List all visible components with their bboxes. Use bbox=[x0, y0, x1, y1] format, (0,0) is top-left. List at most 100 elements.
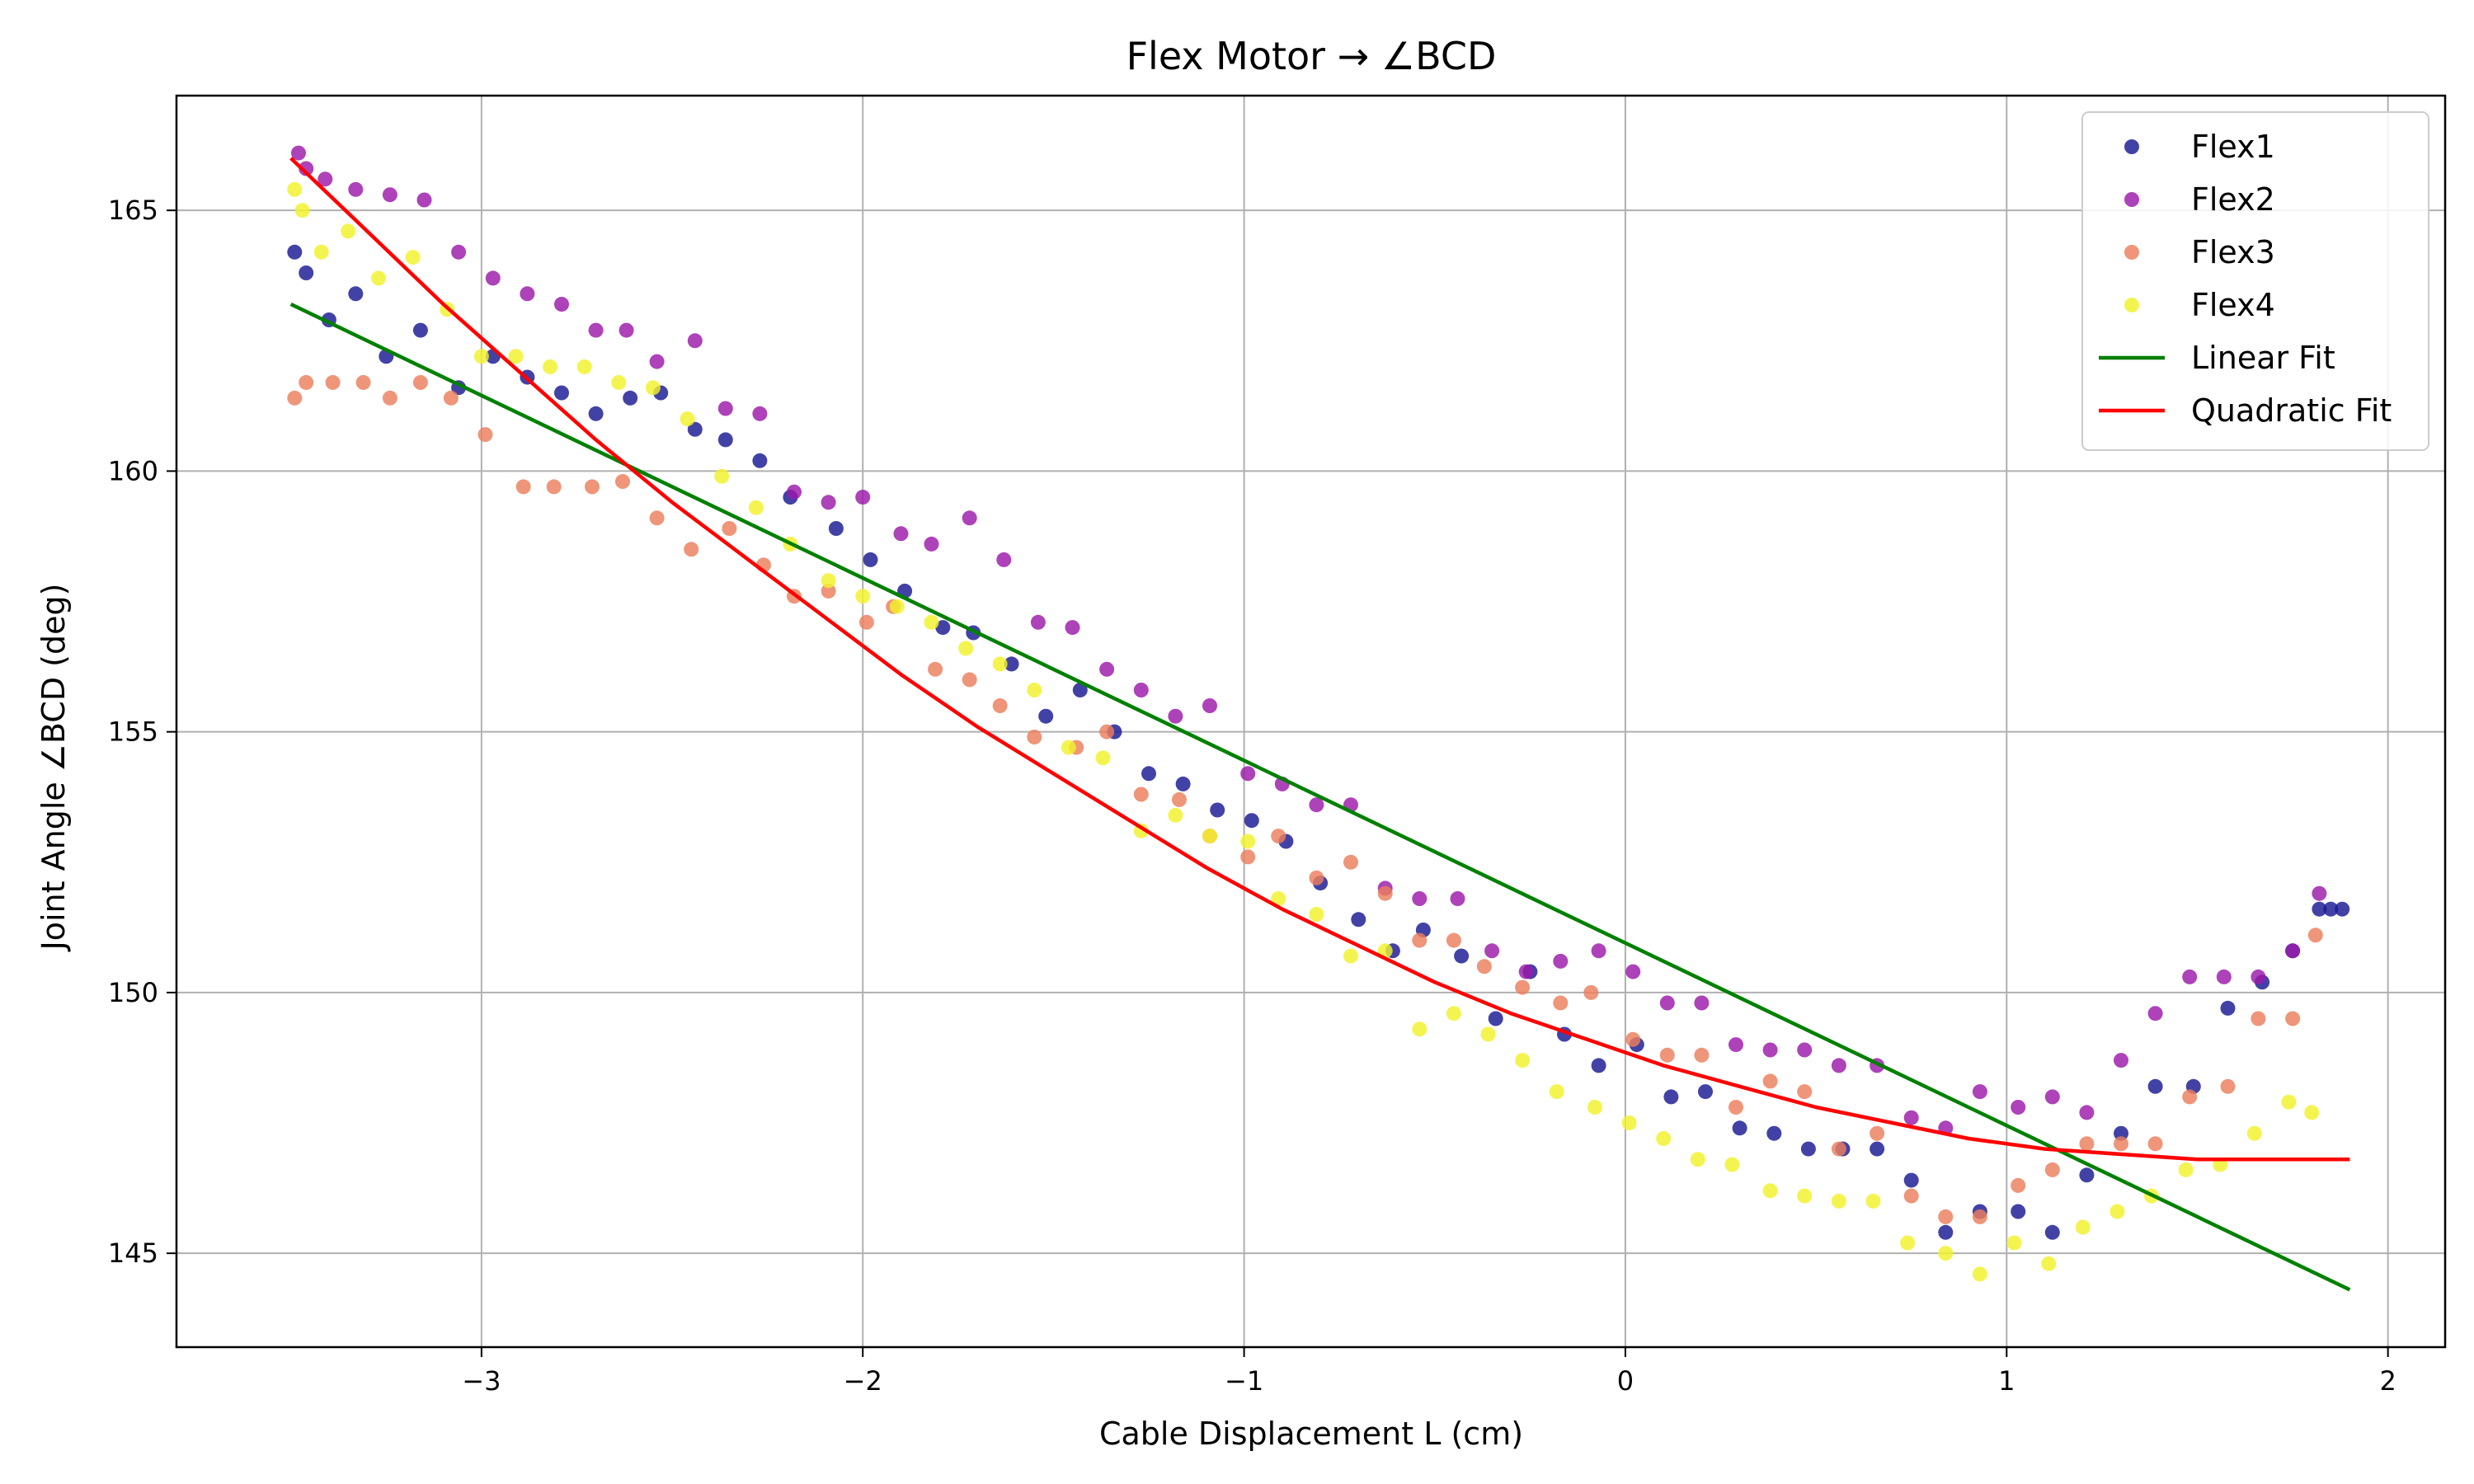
flex1-point bbox=[1663, 1089, 1679, 1105]
legend-marker-flex4 bbox=[2124, 298, 2139, 312]
flex1-point bbox=[1938, 1224, 1954, 1240]
flex3-point bbox=[2011, 1177, 2026, 1193]
flex3-point bbox=[1271, 829, 1286, 844]
legend-label-flex3: Flex3 bbox=[2191, 234, 2275, 270]
flex2-point bbox=[752, 406, 768, 421]
flex1-point bbox=[1038, 708, 1054, 724]
flex2-point bbox=[1694, 995, 1710, 1011]
flex1-point bbox=[717, 432, 733, 448]
flex4-point bbox=[1690, 1152, 1705, 1167]
flex1-point bbox=[1698, 1084, 1713, 1100]
flex4-point bbox=[1621, 1115, 1637, 1130]
flex3-point bbox=[2220, 1078, 2236, 1094]
flex3-point bbox=[1133, 787, 1149, 802]
flex1-point bbox=[588, 406, 604, 421]
flex2-point bbox=[299, 161, 314, 176]
flex4-point bbox=[2109, 1204, 2125, 1219]
flex2-point bbox=[416, 192, 432, 208]
flex2-point bbox=[1797, 1042, 1813, 1058]
legend-label-flex1: Flex1 bbox=[2191, 129, 2275, 165]
flex2-point bbox=[821, 495, 836, 510]
x-tick-label: 1 bbox=[1998, 1365, 2015, 1397]
flex3-point bbox=[962, 672, 977, 688]
flex4-point bbox=[508, 349, 524, 364]
flex3-point bbox=[1694, 1047, 1710, 1063]
flex3-point bbox=[443, 390, 459, 406]
flex2-point bbox=[893, 526, 909, 542]
flex2-point bbox=[1518, 964, 1534, 979]
flex4-point bbox=[2178, 1162, 2194, 1177]
flex3-point bbox=[928, 661, 943, 677]
flex1-point bbox=[412, 322, 428, 338]
flex3-point bbox=[1583, 984, 1599, 1000]
flex3-point bbox=[2079, 1136, 2095, 1152]
flex3-point bbox=[1446, 932, 1461, 948]
flex2-point bbox=[2147, 1006, 2163, 1021]
flex1-point bbox=[2114, 1125, 2128, 1141]
axis-ticks: −3 −2 −1 0 1 2 145 150 155 160 165 bbox=[108, 195, 2396, 1397]
flex4-point bbox=[1865, 1193, 1881, 1209]
x-axis-label: Cable Displacement L (cm) bbox=[1099, 1416, 1523, 1452]
flex2-point bbox=[2216, 969, 2232, 984]
flex2-point bbox=[1484, 943, 1500, 959]
flex1-point bbox=[752, 453, 768, 468]
flex1-point bbox=[1732, 1120, 1747, 1136]
flex2-point bbox=[554, 297, 569, 312]
flex1-point bbox=[2312, 901, 2327, 917]
flex1-point bbox=[623, 390, 638, 406]
x-tick-label: −1 bbox=[1225, 1365, 1263, 1397]
flex4-point bbox=[1762, 1183, 1778, 1199]
x-tick-label: 0 bbox=[1617, 1365, 1634, 1397]
flex1-point bbox=[1454, 948, 1470, 964]
flex3-point bbox=[382, 390, 397, 406]
y-tick-label: 150 bbox=[108, 977, 158, 1008]
flex2-point bbox=[1099, 661, 1115, 677]
flex4-point bbox=[1377, 943, 1393, 959]
x-tick-label: −3 bbox=[462, 1365, 501, 1397]
flex4-point bbox=[1480, 1026, 1496, 1042]
flex2-point bbox=[1729, 1037, 1743, 1053]
flex4-point bbox=[1656, 1131, 1672, 1146]
flex1-point bbox=[1072, 683, 1088, 697]
flex1-point bbox=[2011, 1204, 2026, 1219]
flex4-point bbox=[992, 656, 1008, 672]
flex2-point bbox=[1972, 1084, 1987, 1100]
flex2-point bbox=[1202, 698, 1217, 713]
flex1-point bbox=[1175, 776, 1191, 791]
flex3-point bbox=[355, 374, 371, 390]
flex2-point bbox=[687, 333, 703, 349]
flex4-point bbox=[1061, 740, 1076, 755]
flex3-point bbox=[2307, 928, 2323, 943]
flex2-point bbox=[1625, 964, 1641, 979]
legend-label-flex4: Flex4 bbox=[2191, 287, 2275, 323]
flex4-point bbox=[1412, 1021, 1427, 1037]
flex1-point bbox=[1004, 656, 1019, 672]
legend: Flex1 Flex2 Flex3 Flex4 Linear Fit Quadratic … bbox=[2081, 111, 2429, 451]
flex1-point bbox=[2147, 1078, 2163, 1094]
flex3-point bbox=[1972, 1209, 1987, 1224]
flex1-point bbox=[935, 620, 951, 636]
flex4-point bbox=[576, 359, 592, 374]
flex4-point bbox=[855, 589, 871, 604]
plot-frame bbox=[175, 94, 2447, 1349]
flex2-point bbox=[717, 401, 733, 416]
y-tick-label: 160 bbox=[108, 455, 158, 486]
flex3-point bbox=[1412, 932, 1427, 948]
flex4-point bbox=[313, 244, 329, 260]
flex2-point bbox=[1903, 1110, 1919, 1125]
flex3-point bbox=[1625, 1031, 1641, 1047]
flex2-point bbox=[1240, 766, 1256, 782]
flex1-point bbox=[299, 265, 314, 280]
flex4-point bbox=[1938, 1246, 1954, 1261]
y-axis-label: Joint Angle ∠BCD (deg) bbox=[35, 584, 72, 952]
flex4-point bbox=[821, 573, 836, 589]
flex3-point bbox=[1553, 995, 1569, 1011]
flex3-point bbox=[2114, 1136, 2128, 1152]
flex4-point bbox=[1831, 1193, 1846, 1209]
flex4-point bbox=[1972, 1266, 1987, 1282]
flex3-point bbox=[1476, 959, 1492, 974]
flex3-point bbox=[722, 521, 737, 536]
flex2-point bbox=[2079, 1105, 2095, 1120]
flex4-point bbox=[543, 359, 558, 374]
flex3-point bbox=[1797, 1084, 1813, 1100]
